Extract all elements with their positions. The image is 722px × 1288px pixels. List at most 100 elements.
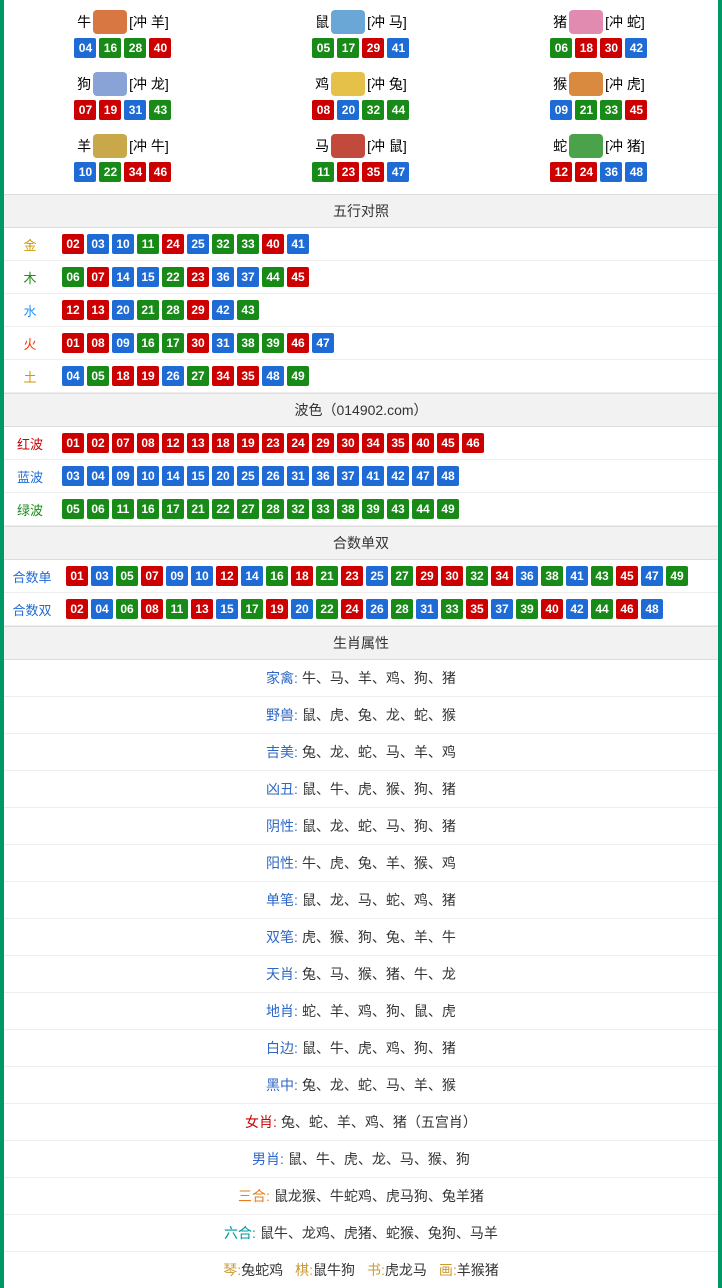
number-ball: 48	[625, 162, 647, 182]
number-ball: 37	[237, 267, 259, 287]
number-ball: 13	[187, 433, 209, 453]
bose-table: 红波0102070812131819232429303435404546蓝波03…	[4, 427, 718, 526]
number-ball: 04	[62, 366, 84, 386]
zodiac-clash: [冲 龙]	[129, 74, 169, 94]
number-ball: 32	[212, 234, 234, 254]
kv-row: 水1213202128294243	[4, 294, 718, 327]
attr-value: 鼠、龙、蛇、马、狗、猪	[302, 818, 456, 834]
number-ball: 33	[312, 499, 334, 519]
number-ball: 31	[287, 466, 309, 486]
number-ball: 01	[66, 566, 88, 586]
attr-label: 女肖:	[245, 1114, 277, 1130]
number-ball: 23	[187, 267, 209, 287]
number-ball: 04	[74, 38, 96, 58]
number-ball: 33	[441, 599, 463, 619]
kv-value: 06071415222336374445	[56, 267, 718, 287]
zodiac-numbers: 07193143	[4, 100, 242, 120]
number-ball: 06	[116, 599, 138, 619]
zodiac-clash: [冲 猪]	[605, 136, 645, 156]
bottom-value: 鼠牛狗	[313, 1262, 355, 1278]
number-ball: 43	[591, 566, 613, 586]
attr-row: 白边:鼠、牛、虎、鸡、狗、猪	[4, 1030, 718, 1067]
number-ball: 28	[262, 499, 284, 519]
number-ball: 06	[87, 499, 109, 519]
zodiac-icon	[93, 134, 127, 158]
number-ball: 36	[212, 267, 234, 287]
zodiac-title: 蛇[冲 猪]	[480, 134, 718, 158]
number-ball: 42	[566, 599, 588, 619]
bottom-label: 琴:	[223, 1262, 241, 1278]
zodiac-numbers: 05172941	[242, 38, 480, 58]
attr-row: 六合:鼠牛、龙鸡、虎猪、蛇猴、兔狗、马羊	[4, 1215, 718, 1252]
attr-label: 单笔:	[266, 892, 298, 908]
number-ball: 36	[516, 566, 538, 586]
number-ball: 14	[241, 566, 263, 586]
kv-value: 04051819262734354849	[56, 366, 718, 386]
zodiac-title: 狗[冲 龙]	[4, 72, 242, 96]
number-ball: 17	[241, 599, 263, 619]
number-ball: 20	[212, 466, 234, 486]
attr-row: 阳性:牛、虎、兔、羊、猴、鸡	[4, 845, 718, 882]
zodiac-cell: 鸡[冲 兔]08203244	[242, 66, 480, 128]
number-ball: 40	[149, 38, 171, 58]
number-ball: 08	[312, 100, 334, 120]
number-ball: 19	[237, 433, 259, 453]
number-ball: 03	[87, 234, 109, 254]
number-ball: 33	[600, 100, 622, 120]
number-ball: 47	[641, 566, 663, 586]
zodiac-icon	[331, 72, 365, 96]
number-ball: 29	[187, 300, 209, 320]
number-ball: 44	[591, 599, 613, 619]
attr-value: 鼠龙猴、牛蛇鸡、虎马狗、兔羊猪	[274, 1188, 484, 1204]
kv-row: 木06071415222336374445	[4, 261, 718, 294]
number-ball: 40	[412, 433, 434, 453]
attr-row: 家禽:牛、马、羊、鸡、狗、猪	[4, 660, 718, 697]
number-ball: 49	[287, 366, 309, 386]
number-ball: 40	[262, 234, 284, 254]
zodiac-name: 羊	[77, 136, 91, 156]
number-ball: 07	[112, 433, 134, 453]
number-ball: 01	[62, 433, 84, 453]
number-ball: 34	[212, 366, 234, 386]
number-ball: 44	[412, 499, 434, 519]
number-ball: 14	[162, 466, 184, 486]
zodiac-title: 马[冲 鼠]	[242, 134, 480, 158]
number-ball: 07	[141, 566, 163, 586]
number-ball: 46	[616, 599, 638, 619]
bottom-label: 画:	[439, 1262, 457, 1278]
kv-label: 土	[4, 367, 56, 386]
number-ball: 21	[316, 566, 338, 586]
zodiac-numbers: 06183042	[480, 38, 718, 58]
zodiac-numbers: 11233547	[242, 162, 480, 182]
zodiac-clash: [冲 虎]	[605, 74, 645, 94]
heshu-table: 合数单0103050709101214161821232527293032343…	[4, 560, 718, 626]
number-ball: 09	[550, 100, 572, 120]
number-ball: 12	[216, 566, 238, 586]
number-ball: 17	[162, 333, 184, 353]
wuxing-table: 金02031011242532334041木060714152223363744…	[4, 228, 718, 393]
number-ball: 40	[541, 599, 563, 619]
number-ball: 06	[62, 267, 84, 287]
number-ball: 33	[237, 234, 259, 254]
kv-value: 0103050709101214161821232527293032343638…	[60, 566, 718, 586]
number-ball: 30	[337, 433, 359, 453]
attr-value: 蛇、羊、鸡、狗、鼠、虎	[302, 1003, 456, 1019]
number-ball: 24	[575, 162, 597, 182]
kv-value: 1213202128294243	[56, 300, 718, 320]
number-ball: 17	[162, 499, 184, 519]
number-ball: 18	[112, 366, 134, 386]
zodiac-name: 马	[315, 136, 329, 156]
zodiac-title: 鼠[冲 马]	[242, 10, 480, 34]
number-ball: 32	[466, 566, 488, 586]
number-ball: 38	[337, 499, 359, 519]
zodiac-cell: 马[冲 鼠] 11233547	[242, 128, 480, 190]
number-ball: 35	[237, 366, 259, 386]
number-ball: 41	[566, 566, 588, 586]
number-ball: 16	[266, 566, 288, 586]
number-ball: 01	[62, 333, 84, 353]
zodiac-icon	[93, 10, 127, 34]
number-ball: 11	[312, 162, 334, 182]
number-ball: 30	[600, 38, 622, 58]
attrs-table: 家禽:牛、马、羊、鸡、狗、猪野兽:鼠、虎、兔、龙、蛇、猴吉美:兔、龙、蛇、马、羊…	[4, 660, 718, 1252]
attr-value: 兔、龙、蛇、马、羊、鸡	[302, 744, 456, 760]
